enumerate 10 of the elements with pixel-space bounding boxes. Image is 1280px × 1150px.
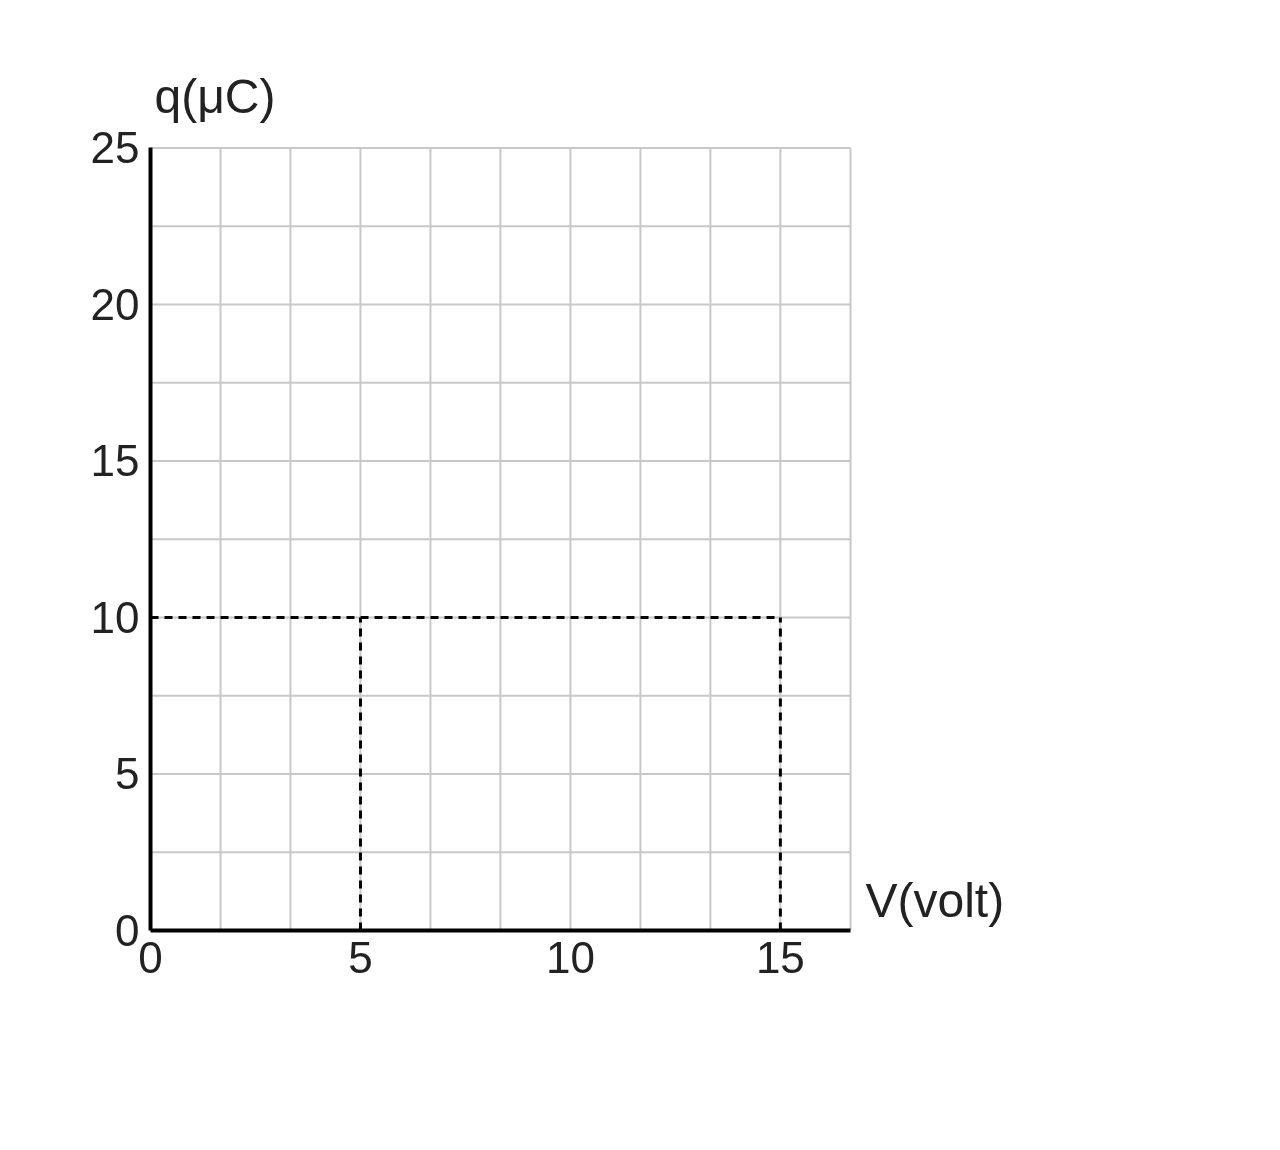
y-tick-label: 15 <box>90 436 140 486</box>
y-axis-title: q(μC) <box>154 69 276 123</box>
y-tick-label: 25 <box>90 123 140 173</box>
x-tick-label: 5 <box>348 932 373 982</box>
y-tick-label: 10 <box>90 592 140 642</box>
y-tick-label: 20 <box>90 279 140 329</box>
x-axis-title: V(volt) <box>865 873 1005 927</box>
y-tick-label: 5 <box>115 749 140 799</box>
x-tick-label: 10 <box>545 932 595 982</box>
x-tick-label: 15 <box>755 932 805 982</box>
